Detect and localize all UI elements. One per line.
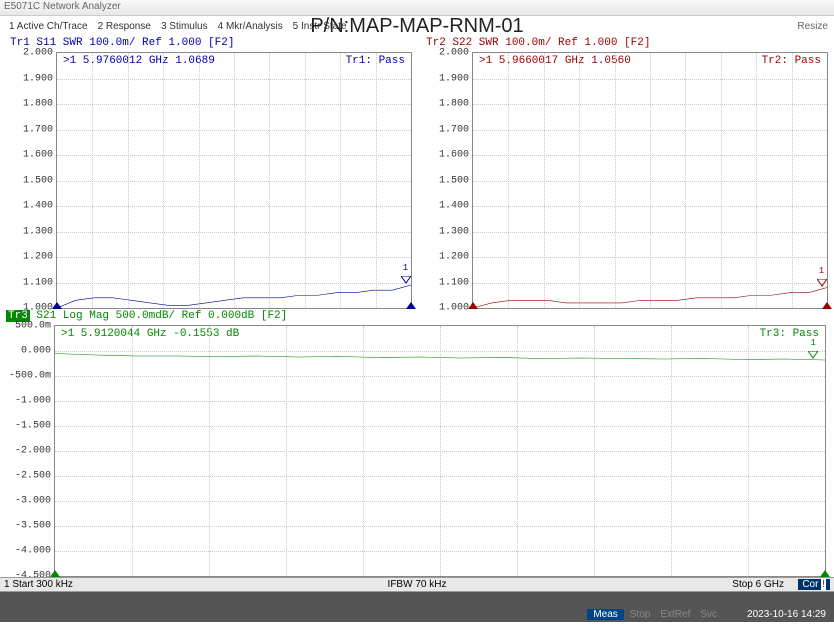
chart-tr2: Tr2 S22 SWR 100.0m/ Ref 1.000 [F2] >1 5.… xyxy=(418,36,832,309)
chart-tr3: Tr3 S21 Log Mag 500.0mdB/ Ref 0.000dB [F… xyxy=(0,309,834,577)
tr2-label: Tr2 S22 SWR 100.0m/ Ref 1.000 [F2] xyxy=(424,36,832,50)
resize-label[interactable]: Resize xyxy=(797,21,828,32)
page-title: P/N:MAP-MAP-RNM-01 xyxy=(310,15,523,38)
status-svc: Svc xyxy=(696,609,721,620)
menu-3[interactable]: 3 Stimulus xyxy=(156,19,213,34)
status-datetime: 2023-10-16 14:29 xyxy=(743,609,830,620)
tr3-label-row: Tr3 S21 Log Mag 500.0mdB/ Ref 0.000dB [F… xyxy=(4,309,832,323)
axis-stop: Stop 6 GHz xyxy=(732,579,784,590)
axis-bar: 1 Start 300 kHz IFBW 70 kHz Stop 6 GHz C… xyxy=(0,577,834,592)
axis-ifbw: IFBW 70 kHz xyxy=(388,579,447,590)
axis-start: 1 Start 300 kHz xyxy=(4,579,73,590)
chart-tr1: Tr1 S11 SWR 100.0m/ Ref 1.000 [F2] >1 5.… xyxy=(2,36,416,309)
tr3-label: S21 Log Mag 500.0mdB/ Ref 0.000dB [F2] xyxy=(30,310,287,322)
top-charts: Tr1 S11 SWR 100.0m/ Ref 1.000 [F2] >1 5.… xyxy=(0,36,834,309)
header-row: 1 Active Ch/Trace 2 Response 3 Stimulus … xyxy=(0,16,834,36)
menu: 1 Active Ch/Trace 2 Response 3 Stimulus … xyxy=(4,19,352,34)
tr1-plot[interactable]: >1 5.9760012 GHz 1.0689 Tr1: Pass 2.0001… xyxy=(56,52,412,309)
menu-4[interactable]: 4 Mkr/Analysis xyxy=(213,19,288,34)
status-meas: Meas xyxy=(587,609,623,620)
filler-bar xyxy=(0,592,834,606)
tr3-plot[interactable]: >1 5.9120044 GHz -0.1553 dB Tr3: Pass 50… xyxy=(54,325,826,577)
status-stop: Stop xyxy=(626,609,655,620)
status-bar: Meas Stop ExtRef Svc 2023-10-16 14:29 xyxy=(0,606,834,622)
tr1-label: Tr1 S11 SWR 100.0m/ Ref 1.000 [F2] xyxy=(8,36,416,50)
menu-2[interactable]: 2 Response xyxy=(93,19,156,34)
tr2-plot[interactable]: >1 5.9660017 GHz 1.0560 Tr2: Pass 2.0001… xyxy=(472,52,828,309)
status-extref: ExtRef xyxy=(656,609,694,620)
menu-1[interactable]: 1 Active Ch/Trace xyxy=(4,19,93,34)
cor-badge: Cor ! xyxy=(798,579,830,590)
